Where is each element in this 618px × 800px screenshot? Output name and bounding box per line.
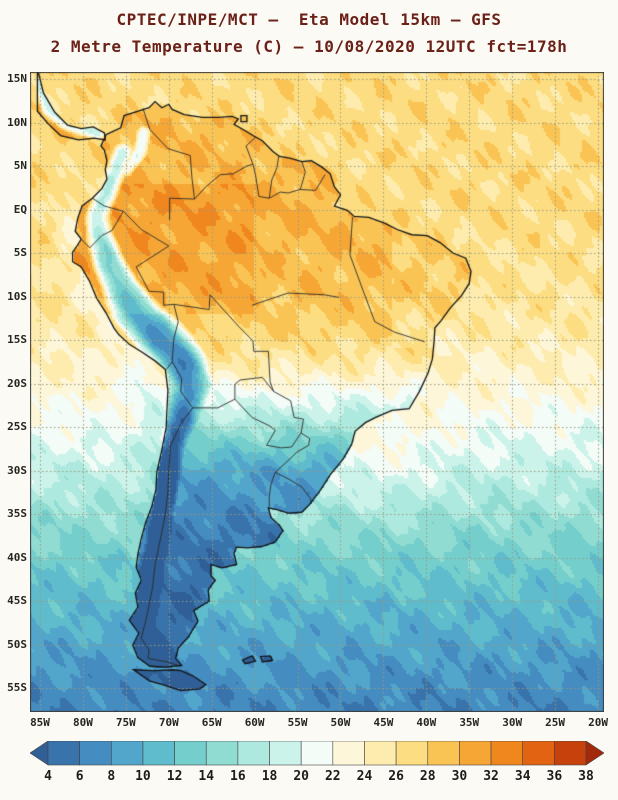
colorbar-segment xyxy=(205,741,239,766)
colorbar-tick-label: 38 xyxy=(578,769,594,784)
lat-tick-label: 5N xyxy=(13,159,27,172)
lon-tick-label: 30W xyxy=(502,716,523,729)
lon-tick-label: 20W xyxy=(588,716,608,729)
lat-tick-label: 25S xyxy=(7,420,27,433)
lat-tick-label: 40S xyxy=(7,550,27,564)
colorbar-segment xyxy=(395,741,429,766)
colorbar-segment xyxy=(269,741,302,766)
lat-tick-label: 55S xyxy=(7,681,27,694)
page-title-model: CPTEC/INPE/MCT – Eta Model 15km – GFS xyxy=(116,10,502,29)
colorbar-tick-label: 22 xyxy=(324,769,341,784)
lat-tick-label: 5S xyxy=(13,246,27,259)
lat-tick-label: 20S xyxy=(7,376,27,390)
colorbar-segment xyxy=(459,741,492,766)
lon-tick-label: 80W xyxy=(72,716,93,729)
colorbar-segment xyxy=(300,741,334,766)
colorbar-tick-label: 10 xyxy=(135,769,151,784)
lon-tick-label: 85W xyxy=(30,716,50,729)
colorbar-segment xyxy=(79,741,112,766)
colorbar-segment xyxy=(174,741,207,766)
colorbar-tick-label: 4 xyxy=(44,769,52,784)
colorbar-tick-label: 34 xyxy=(514,769,531,784)
lon-tick-label: 35W xyxy=(459,716,480,729)
colorbar-tick-label: 30 xyxy=(451,769,468,784)
colorbar-segment xyxy=(237,741,270,766)
lon-tick-label: 55W xyxy=(287,716,308,729)
colorbar-segment xyxy=(47,741,80,766)
colorbar-tick-label: 28 xyxy=(419,769,436,784)
colorbar-segment xyxy=(332,741,365,766)
page-title-variable: 2 Metre Temperature (C) – 10/08/2020 12U… xyxy=(50,37,568,56)
colorbar-segment xyxy=(522,741,555,766)
colorbar-tick-label: 6 xyxy=(75,769,84,784)
colorbar-segment xyxy=(110,741,144,766)
lon-tick-label: 70W xyxy=(158,716,179,729)
lat-tick-label: EQ xyxy=(13,202,27,216)
lat-tick-label: 15N xyxy=(7,72,27,85)
lon-tick-label: 50W xyxy=(330,716,351,729)
lat-tick-label: 50S xyxy=(7,637,27,651)
lat-tick-label: 35S xyxy=(7,507,27,520)
colorbar xyxy=(30,741,604,766)
colorbar-arrow-right xyxy=(585,741,604,766)
lat-tick-label: 15S xyxy=(7,333,27,346)
colorbar-segment xyxy=(364,741,397,766)
colorbar-segment xyxy=(490,741,524,766)
colorbar-tick-label: 24 xyxy=(356,769,373,784)
lon-tick-label: 60W xyxy=(244,716,265,729)
lat-tick-label: 45S xyxy=(7,594,27,607)
colorbar-segment xyxy=(554,741,587,766)
colorbar-tick-label: 32 xyxy=(483,769,499,784)
lat-tick-label: 30S xyxy=(7,463,27,477)
lon-tick-label: 75W xyxy=(115,716,136,729)
lon-tick-label: 65W xyxy=(201,716,222,729)
colorbar-segment xyxy=(427,741,460,766)
colorbar-tick-label: 8 xyxy=(107,769,116,784)
colorbar-tick-label: 26 xyxy=(388,769,404,784)
colorbar-tick-label: 14 xyxy=(198,769,215,784)
colorbar-tick-label: 12 xyxy=(166,769,183,784)
lat-tick-label: 10N xyxy=(7,115,27,129)
colorbar-segment xyxy=(142,741,175,766)
lat-tick-label: 10S xyxy=(7,289,27,303)
colorbar-tick-label: 20 xyxy=(293,769,309,784)
colorbar-tick-label: 36 xyxy=(546,769,563,784)
lon-tick-label: 25W xyxy=(545,716,566,729)
colorbar-arrow-left xyxy=(30,741,49,766)
lon-tick-label: 45W xyxy=(373,716,394,729)
title-block: CPTEC/INPE/MCT – Eta Model 15km – GFS 2 … xyxy=(0,6,618,60)
temperature-map-canvas xyxy=(30,72,604,712)
lon-tick-label: 40W xyxy=(416,716,437,729)
colorbar-tick-label: 16 xyxy=(230,769,246,784)
colorbar-tick-label: 18 xyxy=(261,769,278,784)
